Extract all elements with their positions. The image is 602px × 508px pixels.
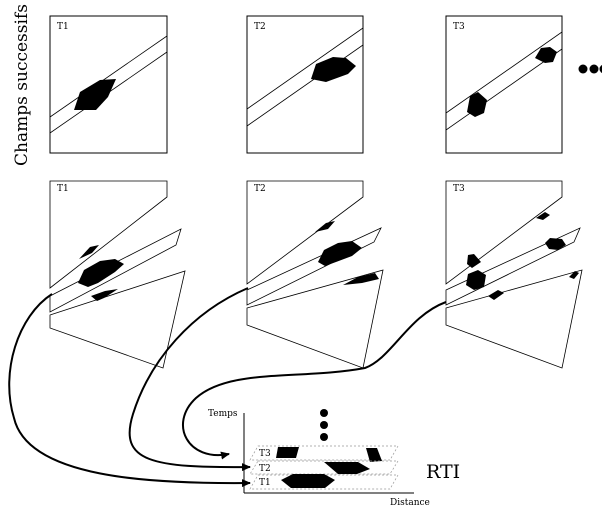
radar-frame-1: T1 (49, 180, 186, 369)
rti-y-axis-label: Temps (208, 409, 238, 419)
rti-row-t1: T1 (249, 474, 399, 490)
echo-cell (467, 92, 487, 117)
echo-cell (545, 238, 566, 250)
rti-row-t2: T2 (249, 460, 399, 475)
rti-label: RTI (426, 461, 460, 483)
echo-cell (343, 273, 379, 285)
echo-cell (281, 474, 335, 488)
top-frame-3: T3 (445, 15, 563, 154)
echo-cell (535, 47, 557, 63)
echo-cell (79, 245, 99, 259)
echo-cell (467, 254, 481, 268)
frame-label: T2 (254, 22, 266, 32)
echo-cell (315, 221, 335, 232)
frame-label: T2 (254, 184, 266, 194)
arrow-t1 (8, 293, 251, 488)
frame-label: T3 (453, 184, 465, 194)
frame-label: T1 (57, 22, 69, 32)
echo-cell (78, 259, 124, 287)
echo-cell (466, 270, 486, 290)
rti-x-axis-label: Distance (390, 498, 430, 508)
echo-cell (536, 212, 550, 220)
frame-label: T1 (57, 184, 69, 194)
rti-row-t3: T3 (249, 445, 399, 462)
frame-label: T3 (453, 22, 465, 32)
rti-row-label: T3 (259, 449, 271, 459)
rti-plot: Temps Distance T3 T2 T1 RTI (208, 409, 460, 508)
radar-frame-2: T2 (246, 180, 384, 369)
rti-row-label: T1 (259, 478, 271, 488)
arrow-t2 (128, 287, 251, 472)
top-frame-1: T1 (49, 15, 168, 154)
ellipsis-dots-horizontal (578, 64, 602, 74)
echo-cell (324, 462, 370, 474)
echo-cell (74, 79, 116, 110)
rti-row-label: T2 (259, 464, 271, 474)
echo-cell (311, 57, 356, 82)
radar-frame-3: T3 (445, 180, 583, 369)
echo-cell (318, 241, 362, 266)
echo-cell (569, 271, 579, 279)
echo-cell (366, 448, 382, 462)
echo-cell (488, 290, 504, 300)
echo-cell (276, 447, 299, 458)
arrow-t3 (182, 301, 447, 460)
echo-cell (91, 289, 118, 301)
top-frame-2: T2 (246, 15, 364, 154)
ellipsis-dots-vertical (320, 409, 328, 441)
side-label-champs-successifs: Champs successifs (12, 4, 32, 166)
